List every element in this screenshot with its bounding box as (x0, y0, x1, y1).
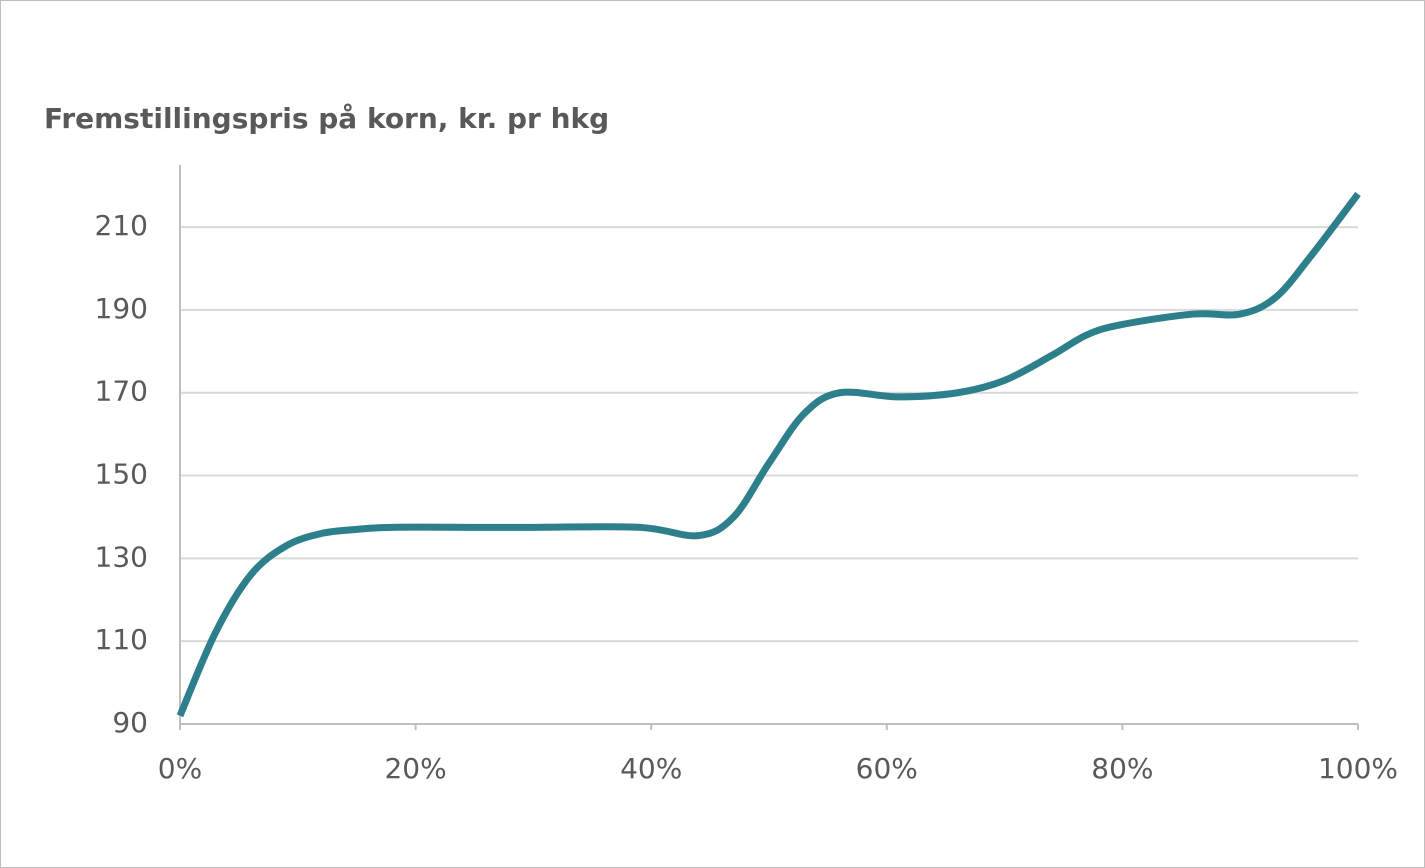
chart-title: Fremstillingspris på korn, kr. pr hkg (44, 102, 609, 135)
y-tick-label: 130 (95, 540, 148, 573)
x-tick-label: 40% (620, 752, 682, 785)
y-tick-label: 190 (95, 292, 148, 325)
x-tick-label: 20% (384, 752, 446, 785)
line (176, 191, 1361, 718)
x-tick-label: 100% (1318, 752, 1398, 785)
y-tick-label: 170 (95, 375, 148, 408)
x-tick-label: 0% (158, 752, 202, 785)
x-tick-label: 80% (1091, 752, 1153, 785)
y-tick-label: 210 (95, 209, 148, 242)
x-tick-label: 60% (856, 752, 918, 785)
y-tick-label: 110 (95, 623, 148, 656)
y-tick-label: 90 (112, 706, 148, 739)
y-tick-label: 150 (95, 458, 148, 491)
